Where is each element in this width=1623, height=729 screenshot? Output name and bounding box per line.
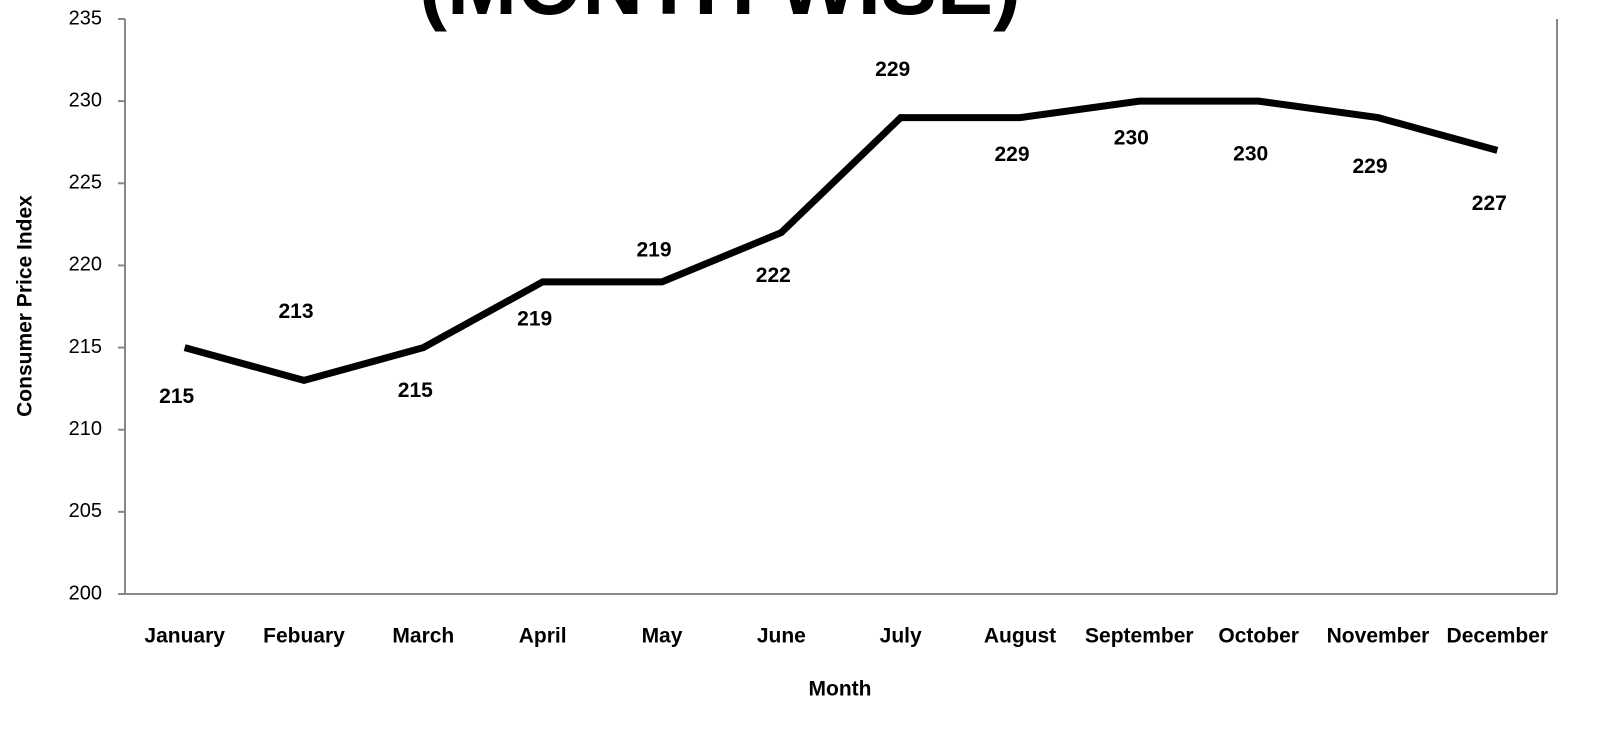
data-label: 230 — [1114, 127, 1149, 150]
y-tick-label: 220 — [69, 254, 102, 276]
data-label: 229 — [1352, 155, 1387, 178]
y-tick-label: 215 — [69, 336, 102, 358]
data-label: 213 — [278, 300, 313, 323]
x-tick-label: May — [642, 625, 683, 648]
y-tick-label: 235 — [69, 7, 102, 29]
x-tick-label: October — [1218, 625, 1299, 648]
x-tick-label: March — [392, 625, 454, 648]
data-label: 219 — [517, 307, 552, 330]
data-label: 229 — [875, 58, 910, 81]
x-tick-label: September — [1085, 625, 1194, 648]
chart-title: (MONTH WISE) — [419, 0, 1021, 32]
y-tick-label: 225 — [69, 172, 102, 194]
y-tick-label: 200 — [69, 582, 102, 604]
x-tick-label: December — [1447, 625, 1549, 648]
x-axis-title: Month — [809, 678, 872, 701]
data-label: 230 — [1233, 143, 1268, 166]
data-label: 215 — [398, 379, 433, 402]
data-label: 222 — [756, 264, 791, 287]
data-label: 219 — [636, 238, 671, 261]
x-tick-label: July — [880, 625, 922, 648]
x-tick-label: June — [757, 625, 806, 648]
x-tick-label: November — [1327, 625, 1430, 648]
y-tick-label: 205 — [69, 500, 102, 522]
y-tick-label: 230 — [69, 89, 102, 111]
x-tick-label: April — [519, 625, 567, 648]
x-tick-label: Febuary — [263, 625, 345, 648]
y-axis-title: Consumer Price Index — [14, 195, 37, 417]
y-tick-label: 210 — [69, 418, 102, 440]
x-tick-label: August — [984, 625, 1056, 648]
line — [183, 97, 1499, 385]
data-label: 227 — [1472, 192, 1507, 215]
data-label: 229 — [994, 143, 1029, 166]
x-tick-label: January — [144, 625, 225, 648]
data-label: 215 — [159, 385, 194, 408]
